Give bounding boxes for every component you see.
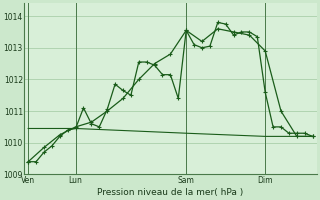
X-axis label: Pression niveau de la mer( hPa ): Pression niveau de la mer( hPa ) <box>97 188 244 197</box>
